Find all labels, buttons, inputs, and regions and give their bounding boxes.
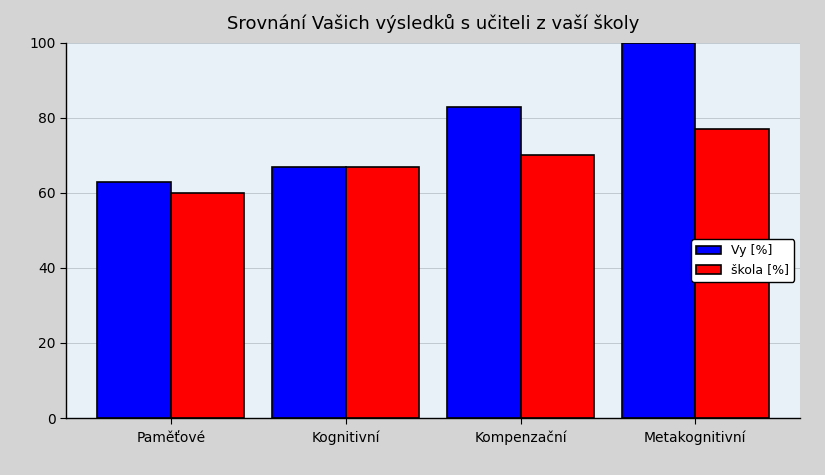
Bar	[272, 167, 346, 418]
Bar	[171, 193, 244, 418]
Bar	[447, 106, 521, 418]
Bar	[695, 129, 769, 418]
Bar	[521, 155, 594, 418]
Legend: Vy [%], škola [%]: Vy [%], škola [%]	[691, 239, 794, 282]
Bar	[622, 43, 695, 418]
Bar	[97, 181, 171, 418]
Title: Srovnání Vašich výsledků s učiteli z vaší školy: Srovnání Vašich výsledků s učiteli z vaš…	[227, 14, 639, 33]
Bar	[346, 167, 419, 418]
